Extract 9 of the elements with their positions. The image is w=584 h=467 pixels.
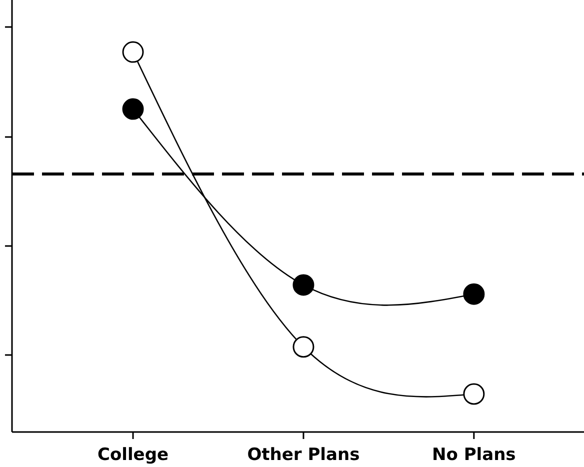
point [292, 274, 314, 296]
point [122, 98, 144, 120]
point [463, 383, 485, 405]
x-tick-label: Other Plans [247, 445, 360, 465]
x-tick-label: No Plans [432, 445, 516, 465]
point [463, 283, 485, 305]
point [292, 336, 314, 358]
point [122, 41, 144, 63]
x-tick-label: College [97, 445, 169, 465]
